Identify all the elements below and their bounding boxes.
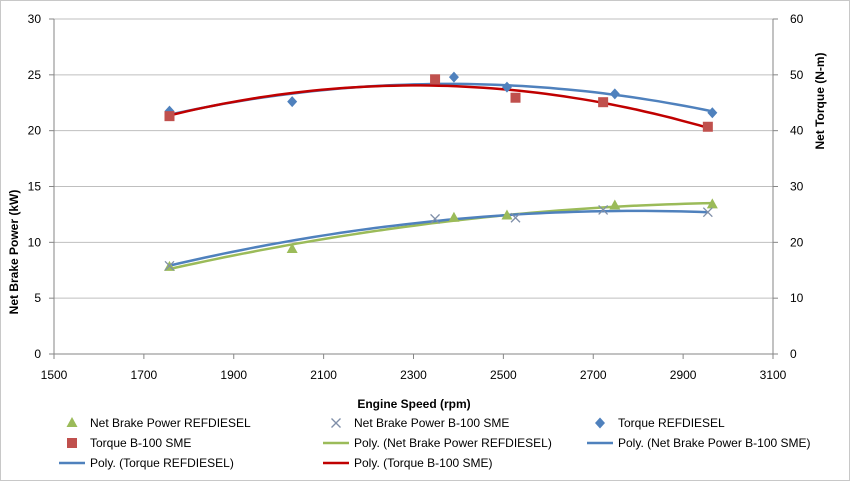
legend-label: Poly. (Torque REFDIESEL) — [90, 456, 234, 470]
legend-label: Torque B-100 SME — [90, 436, 191, 450]
marker-stroke — [331, 418, 341, 428]
legend-swatch — [67, 438, 77, 448]
x-tick-label: 1500 — [41, 368, 68, 382]
x-tick-label: 2900 — [670, 368, 697, 382]
legend-swatch — [66, 417, 78, 427]
marker-stroke — [598, 204, 609, 215]
data-point-series-3 — [702, 121, 713, 132]
data-point-series-2 — [501, 81, 512, 93]
x-tick-label: 2300 — [400, 368, 427, 382]
data-point-series-0 — [448, 211, 460, 222]
data-point-series-2 — [448, 71, 459, 83]
data-point-series-3 — [598, 97, 609, 108]
x-tick-label: 1700 — [131, 368, 158, 382]
data-point-series-2 — [609, 88, 620, 100]
axes — [49, 18, 778, 359]
y-left-tick-label: 15 — [28, 180, 42, 194]
data-point-series-0 — [706, 198, 718, 209]
y-right-tick-label: 40 — [790, 124, 804, 138]
legend-item: Net Brake Power REFDIESEL — [66, 416, 251, 430]
x-tick-label: 2100 — [310, 368, 337, 382]
marker-stroke — [430, 213, 441, 224]
trendline-0 — [169, 201, 713, 271]
y-left-tick-label: 5 — [34, 291, 41, 305]
y-right-tick-label: 0 — [790, 347, 797, 361]
marker-stroke — [164, 260, 175, 271]
legend-label: Poly. (Net Brake Power REFDIESEL) — [354, 436, 552, 450]
y-right-tick-label: 20 — [790, 235, 804, 249]
y-right-tick-label: 10 — [790, 291, 804, 305]
data-point-series-1 — [510, 212, 521, 223]
y-right-tick-label: 30 — [790, 180, 804, 194]
data-point-series-0 — [609, 199, 621, 210]
data-point-series-1 — [164, 260, 175, 271]
y-left-tick-label: 10 — [28, 235, 42, 249]
y-left-tick-label: 0 — [34, 347, 41, 361]
legend: Net Brake Power REFDIESEL Net Brake Power… — [59, 416, 811, 470]
x-tick-label: 2500 — [490, 368, 517, 382]
trendlines — [169, 82, 713, 271]
legend-label: Net Brake Power REFDIESEL — [90, 416, 251, 430]
y-right-axis-title: Net Torque (N-m) — [813, 52, 827, 149]
legend-item: Torque REFDIESEL — [595, 416, 725, 430]
legend-item: Poly. (Net Brake Power B-100 SME) — [587, 436, 811, 450]
trendline-3 — [169, 84, 709, 129]
legend-item: Poly. (Net Brake Power REFDIESEL) — [323, 436, 552, 450]
x-tick-label: 2700 — [580, 368, 607, 382]
data-point-series-2 — [707, 107, 718, 119]
data-point-series-1 — [702, 207, 713, 218]
data-point-series-2 — [287, 96, 298, 108]
legend-item: Poly. (Torque REFDIESEL) — [59, 456, 234, 470]
y-left-axis-title: Net Brake Power (kW) — [7, 190, 21, 315]
legend-label: Net Brake Power B-100 SME — [354, 416, 509, 430]
y-right-tick-label: 50 — [790, 68, 804, 82]
data-point-series-3 — [430, 74, 441, 85]
y-right-tick-label: 60 — [790, 12, 804, 26]
y-left-tick-label: 25 — [28, 68, 42, 82]
gridlines — [54, 18, 773, 355]
y-left-tick-label: 30 — [28, 12, 42, 26]
trendline-1 — [169, 209, 708, 267]
legend-label: Torque REFDIESEL — [618, 416, 725, 430]
data-point-series-0 — [501, 209, 513, 220]
marker-stroke — [702, 207, 713, 218]
marker-stroke — [510, 212, 521, 223]
legend-label: Poly. (Torque B-100 SME) — [354, 456, 493, 470]
legend-item: Net Brake Power B-100 SME — [331, 416, 509, 430]
data-point-series-1 — [430, 213, 441, 224]
data-markers — [163, 71, 718, 271]
legend-swatch — [595, 417, 605, 429]
y-left-tick-label: 20 — [28, 124, 42, 138]
legend-swatch — [331, 418, 341, 428]
x-tick-label: 1900 — [220, 368, 247, 382]
data-point-series-3 — [510, 92, 521, 103]
tick-labels: 1500 1700 1900 2100 2300 2500 2700 2900 31000510… — [28, 12, 804, 382]
legend-label: Poly. (Net Brake Power B-100 SME) — [618, 436, 811, 450]
legend-item: Poly. (Torque B-100 SME) — [323, 456, 493, 470]
data-point-series-0 — [286, 243, 298, 254]
data-point-series-3 — [164, 111, 175, 122]
legend-item: Torque B-100 SME — [67, 436, 191, 450]
x-tick-label: 3100 — [760, 368, 787, 382]
data-point-series-1 — [598, 204, 609, 215]
x-axis-title: Engine Speed (rpm) — [357, 397, 470, 411]
